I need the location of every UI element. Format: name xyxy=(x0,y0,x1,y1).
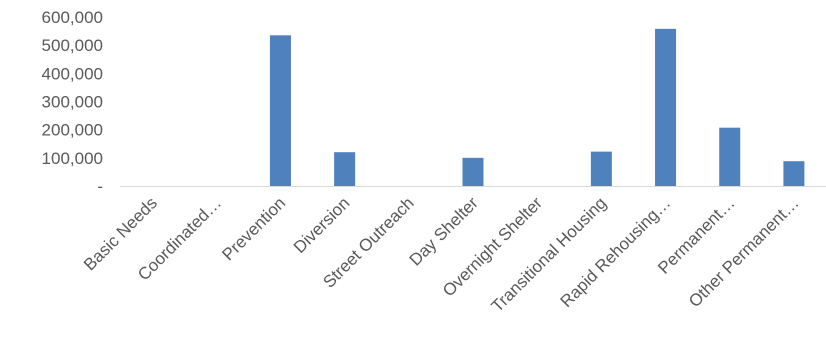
bar xyxy=(655,28,677,186)
y-axis-tick-labels: - 100,000 200,000 300,000 400,000 500,000 600,… xyxy=(42,8,103,196)
bar xyxy=(719,127,741,186)
y-tick-label: 400,000 xyxy=(42,64,103,83)
bar xyxy=(462,157,484,186)
y-tick-label: 500,000 xyxy=(42,36,103,55)
bar xyxy=(783,161,805,186)
bar xyxy=(334,152,356,186)
y-tick-label: 300,000 xyxy=(42,93,103,112)
y-tick-label: - xyxy=(97,177,103,196)
x-category-label: Rapid Rehousing… xyxy=(557,193,675,311)
y-tick-label: 100,000 xyxy=(42,149,103,168)
x-category-label: Diversion xyxy=(290,193,354,257)
bar xyxy=(590,151,612,186)
y-tick-label: 600,000 xyxy=(42,8,103,27)
bar xyxy=(269,35,291,186)
x-category-label: Prevention xyxy=(218,193,289,264)
y-tick-label: 200,000 xyxy=(42,121,103,140)
x-category-label: Transitional Housing xyxy=(488,193,611,316)
x-category-label: Other Permanent… xyxy=(685,193,803,311)
bar-series xyxy=(269,28,805,186)
